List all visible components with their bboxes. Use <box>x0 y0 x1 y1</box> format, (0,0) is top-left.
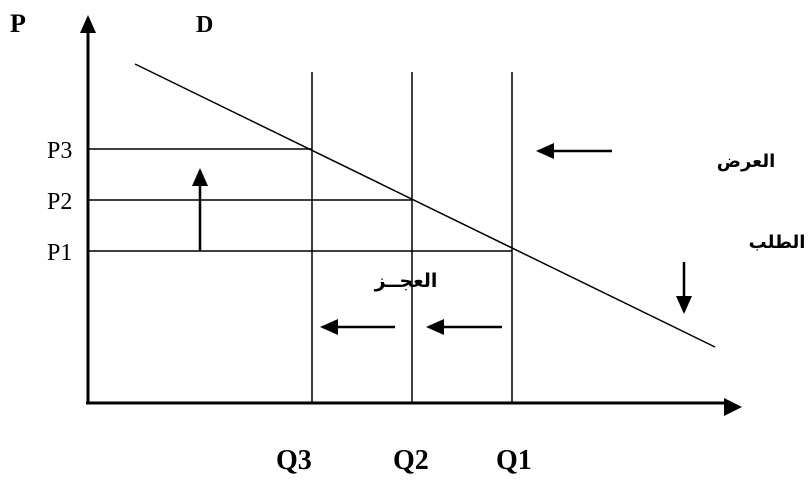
demand-arrowhead <box>676 296 692 314</box>
demand-label: الطلب <box>749 232 806 253</box>
price-axis-label: P <box>10 9 26 38</box>
price-label-p1: P1 <box>47 240 72 266</box>
price-label-p3: P3 <box>47 138 72 164</box>
demand-curve-label: D <box>196 12 213 38</box>
shortage-label: العجــز <box>374 270 438 292</box>
price-rise-arrowhead <box>192 168 208 186</box>
quantity-label-q1: Q1 <box>496 445 532 476</box>
y-axis-arrowhead <box>80 15 96 33</box>
price-label-p2: P2 <box>47 189 72 215</box>
quantity-label-q3: Q3 <box>276 445 312 476</box>
demand-curve <box>134 63 716 348</box>
x-axis-arrowhead <box>724 398 742 416</box>
shortage-arrow-right-head <box>426 319 444 335</box>
supply-arrowhead <box>536 143 554 159</box>
supply-label: العرض <box>717 151 776 172</box>
quantity-label-q2: Q2 <box>393 445 429 476</box>
shortage-arrow-left-head <box>320 319 338 335</box>
